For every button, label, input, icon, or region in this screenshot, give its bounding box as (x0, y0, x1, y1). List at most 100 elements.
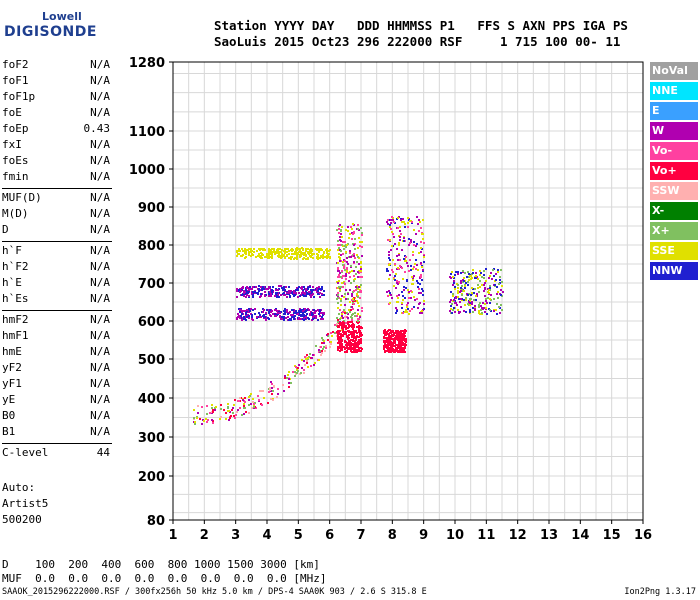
echo-point (256, 316, 258, 318)
echo-point (298, 292, 300, 294)
echo-point (244, 407, 246, 409)
param-value: N/A (90, 223, 110, 236)
echo-point (351, 295, 353, 297)
echo-point (265, 288, 267, 290)
echo-point (283, 390, 285, 392)
echo-point (318, 251, 320, 253)
echo-point (297, 370, 299, 372)
echo-point (450, 277, 452, 279)
echo-point (252, 291, 254, 293)
echo-point (488, 289, 490, 291)
param-value: N/A (90, 58, 110, 71)
echo-point (311, 312, 313, 314)
echo-point (497, 297, 499, 299)
echo-point (194, 421, 196, 423)
echo-point (337, 262, 339, 264)
echo-point (396, 336, 398, 338)
echo-point (297, 313, 299, 315)
echo-point (496, 303, 498, 305)
echo-point (399, 259, 401, 261)
echo-point (337, 297, 339, 299)
echo-point (342, 317, 344, 319)
echo-point (349, 252, 351, 254)
echo-point (311, 291, 313, 293)
echo-point (403, 237, 405, 239)
echo-point (471, 303, 473, 305)
echo-point (310, 365, 312, 367)
echo-point (489, 298, 491, 300)
echo-point (420, 276, 422, 278)
echo-point (404, 329, 406, 331)
echo-point (352, 313, 354, 315)
echo-point (341, 349, 343, 351)
echo-point (273, 250, 275, 252)
echo-point (220, 416, 222, 418)
echo-point (357, 346, 359, 348)
echo-point (398, 336, 400, 338)
echo-point (339, 224, 341, 226)
echo-point (408, 244, 410, 246)
echo-point (294, 257, 296, 259)
echo-point (416, 264, 418, 266)
echo-point (285, 286, 287, 288)
param-row: foE N/A (2, 106, 110, 120)
echo-point (491, 278, 493, 280)
echo-point (398, 294, 400, 296)
legend-item: X+ (650, 222, 698, 240)
echo-point (337, 294, 339, 296)
echo-point (393, 340, 395, 342)
param-name: hmE (2, 345, 22, 358)
echo-point (304, 364, 306, 366)
echo-point (389, 239, 391, 241)
echo-point (302, 315, 304, 317)
echo-point (303, 254, 305, 256)
echo-point (308, 253, 310, 255)
echo-point (359, 333, 361, 335)
echo-point (301, 359, 303, 361)
echo-point (338, 247, 340, 249)
echo-point (474, 305, 476, 307)
echo-point (479, 280, 481, 282)
echo-point (356, 332, 358, 334)
echo-point (356, 351, 358, 353)
echo-point (358, 325, 360, 327)
echo-point (399, 226, 401, 228)
echo-point (227, 407, 229, 409)
echo-point (392, 233, 394, 235)
echo-point (257, 292, 259, 294)
echo-point (480, 305, 482, 307)
echo-point (353, 326, 355, 328)
echo-point (229, 417, 231, 419)
echo-point (361, 246, 363, 248)
echo-point (271, 383, 273, 385)
echo-point (297, 296, 299, 298)
echo-point (306, 313, 308, 315)
echo-point (232, 407, 234, 409)
echo-point (422, 294, 424, 296)
echo-point (296, 372, 298, 374)
echo-point (344, 316, 346, 318)
echo-point (338, 276, 340, 278)
echo-point (387, 270, 389, 272)
param-value: N/A (90, 393, 110, 406)
echo-point (286, 251, 288, 253)
echo-point (278, 285, 280, 287)
echo-point (411, 308, 413, 310)
echo-point (450, 308, 452, 310)
echo-point (228, 419, 230, 421)
echo-point (473, 292, 475, 294)
echo-point (361, 232, 363, 234)
echo-point (280, 318, 282, 320)
echo-point (310, 256, 312, 258)
echo-point (351, 270, 353, 272)
echo-point (419, 221, 421, 223)
echo-point (358, 286, 360, 288)
echo-point (240, 315, 242, 317)
echo-point (396, 334, 398, 336)
echo-point (288, 378, 290, 380)
echo-point (345, 251, 347, 253)
echo-point (359, 342, 361, 344)
echo-point (277, 250, 279, 252)
echo-point (322, 254, 324, 256)
echo-point (395, 287, 397, 289)
